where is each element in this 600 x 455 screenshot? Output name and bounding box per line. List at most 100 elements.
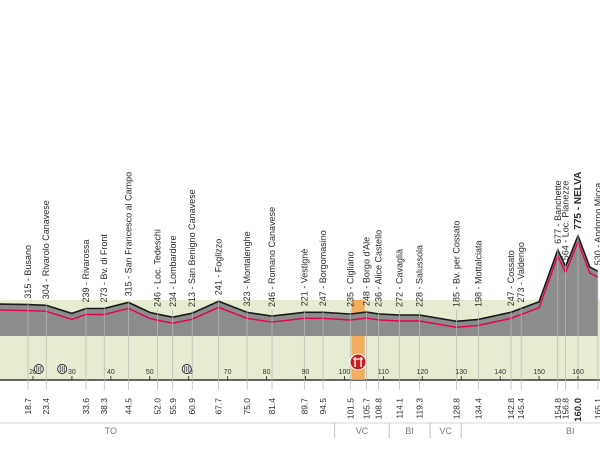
waypoint-separator: - [318,283,328,291]
waypoint-km: 18.7 [23,398,33,415]
waypoint-altitude: 304 [41,284,51,299]
waypoint-name: Rivarossa [81,239,91,279]
waypoint-altitude: 234 [168,292,178,307]
railway-crossing-icon [181,364,192,374]
waypoint-separator: - [516,279,526,287]
waypoint-altitude: 315 [123,281,133,296]
waypoint-name: Mottalciata [473,240,483,284]
km-tick-label: 110 [378,369,389,376]
waypoint-km: 81.4 [267,398,277,415]
waypoint-separator: - [99,279,109,287]
waypoint-km: 33.6 [81,398,91,415]
km-tick-label: 30 [68,369,76,376]
waypoint-separator: - [214,272,224,280]
km-tick-label: 90 [302,369,310,376]
waypoint-label: 246 - Romano Canavese [267,207,277,307]
waypoint-label: 228 - Salussola [415,245,425,307]
waypoint-separator: - [123,273,133,281]
elevation-fill [0,235,598,336]
waypoint-name: Bv. per Cossato [452,221,462,284]
waypoint-label: 236 - Alice Castello [374,230,384,307]
waypoint-label: 315 - Busano [23,245,33,299]
waypoint-altitude: 235 [345,292,355,307]
waypoint-separator: - [362,283,372,291]
waypoint-altitude: 564 [561,245,571,260]
waypoint-label: 235 - Cigliano [345,251,355,307]
waypoint-leader-lines [27,233,599,390]
waypoint-label: 775 - NELVA [573,172,584,230]
waypoint-separator: - [374,284,384,292]
waypoint-label: 221 - Vestignè [299,249,309,307]
waypoint-name: Busano [23,245,33,276]
waypoint-label: 198 - Mottalciata [473,240,483,307]
waypoint-separator: - [153,284,163,292]
waypoint-name: Borgomasino [318,230,328,283]
waypoint-name: Foglizzo [214,239,224,273]
waypoint-altitude: 246 [153,292,163,307]
waypoint-km: 94.5 [318,398,328,415]
waypoint-name: Lombardore [168,235,178,284]
waypoint-separator: - [593,243,600,251]
waypoint-label: 323 - Montalenghe [242,231,252,306]
waypoint-km: 67.7 [214,398,224,415]
waypoint-altitude: 246 [267,292,277,307]
waypoint-label: 530 - Andorno Micca [593,183,600,266]
waypoint-label: 234 - Lombardore [168,235,178,307]
waypoint-altitude: 239 [81,287,91,302]
km-tick-label: 130 [455,369,467,376]
waypoint-label: 304 - Rivarolo Canavese [41,200,51,299]
waypoint-altitude: 247 [318,291,328,306]
waypoint-altitude: 185 [452,292,462,307]
waypoint-km: 165.1 [593,398,600,420]
waypoint-separator: - [415,284,425,292]
waypoint-name: Montalenghe [242,231,252,283]
km-tick-label: 120 [416,369,428,376]
waypoint-altitude: 272 [394,292,404,307]
waypoint-name: Loc. Pianezze [561,181,571,238]
waypoint-km: 75.0 [242,398,252,415]
waypoint-km: 52.0 [153,398,163,415]
waypoint-altitude: 323 [242,291,252,306]
waypoint-altitude: 221 [299,291,309,306]
waypoint-label: 247 - Borgomasino [318,230,328,306]
province-label: BI [405,426,414,436]
waypoint-km: 142.8 [506,398,516,420]
waypoint-km: 55.9 [168,398,178,415]
waypoint-separator: - [267,284,277,292]
province-bar: TO VC BI VC BI [0,422,600,438]
waypoint-km: 145.4 [516,398,526,420]
waypoint-name: Cossato [506,250,516,283]
waypoint-km: 114.1 [394,398,404,419]
waypoint-km: 23.4 [41,398,51,415]
waypoint-separator: - [242,283,252,291]
waypoint-altitude: 273 [516,287,526,302]
province-label: TO [105,426,117,436]
waypoint-name: Borgo d'Ale [362,237,372,283]
waypoint-label: 248 - Borgo d'Ale [362,237,372,306]
waypoint-separator: - [473,284,483,292]
waypoint-altitude: 228 [415,292,425,307]
waypoint-name: NELVA [573,172,584,204]
waypoint-name: San Francesco al Campo [123,172,133,274]
waypoint-name: Salussola [415,245,425,284]
waypoint-name: Alice Castello [374,230,384,285]
waypoint-separator: - [394,284,404,292]
route-icons [33,353,367,374]
km-tick-label: 20 [29,369,37,376]
waypoint-km: 160.0 [573,398,584,422]
waypoint-altitude: 248 [362,291,372,306]
waypoint-km: 89.7 [299,398,309,415]
waypoint-altitude: 198 [473,292,483,307]
km-tick-label: 100 [339,369,351,376]
waypoint-altitude: 775 [573,213,584,230]
waypoint-separator: - [187,284,197,292]
waypoint-separator: - [345,284,355,292]
feed-zone-icon [349,353,367,371]
waypoint-km: 154.8 [553,398,563,420]
waypoint-separator: - [573,204,584,213]
waypoint-km: 119.3 [415,398,425,419]
waypoint-km: 44.5 [123,398,133,415]
waypoint-km: 105.7 [362,398,372,420]
waypoint-name: Romano Canavese [267,207,277,284]
